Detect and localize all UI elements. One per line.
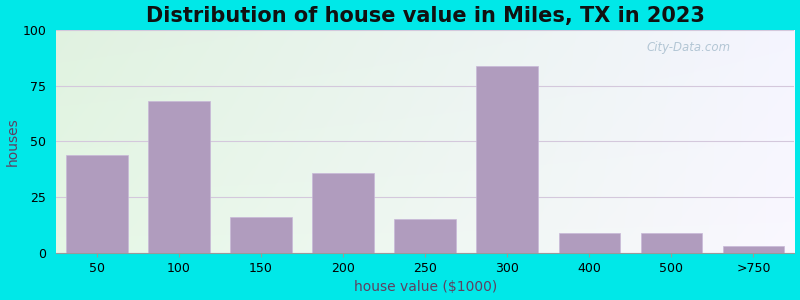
Bar <box>641 233 702 253</box>
Bar <box>312 172 374 253</box>
Text: City-Data.com: City-Data.com <box>646 41 731 54</box>
X-axis label: house value ($1000): house value ($1000) <box>354 280 497 294</box>
Bar <box>230 217 292 253</box>
Bar <box>148 101 210 253</box>
Bar <box>66 155 128 253</box>
Bar <box>722 246 784 253</box>
Bar <box>477 66 538 253</box>
Y-axis label: houses: houses <box>6 117 19 166</box>
Bar <box>558 233 620 253</box>
Bar <box>394 219 456 253</box>
Title: Distribution of house value in Miles, TX in 2023: Distribution of house value in Miles, TX… <box>146 6 705 26</box>
